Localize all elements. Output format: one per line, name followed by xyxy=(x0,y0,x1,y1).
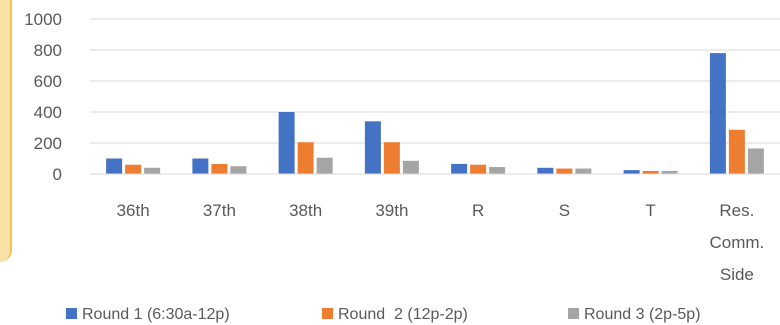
bar-series-2-1 xyxy=(211,163,228,174)
y-tick-label: 600 xyxy=(34,72,62,91)
x-category-label: T xyxy=(645,201,655,220)
bar-series-2-4 xyxy=(470,164,487,174)
x-category-label: Res. Comm. Side xyxy=(709,201,764,284)
bar-series-3-1 xyxy=(230,166,247,174)
legend-entry-label: Round 2 (12p-2p) xyxy=(338,306,468,323)
y-tick-label: 200 xyxy=(34,134,62,153)
legend: Round 1 (6:30a-12p) Round 2 (12p-2p) Round… xyxy=(66,306,701,323)
bar-series-3-4 xyxy=(489,167,506,174)
bar-series-1-2 xyxy=(278,112,295,174)
legend-entry-label: Round 1 (6:30a-12p) xyxy=(82,306,230,323)
bar-series-3-6 xyxy=(661,170,678,174)
x-axis-categories: 36th 37th 38th 39th R S T Res. Comm. Side xyxy=(117,201,765,284)
y-tick-label: 400 xyxy=(34,103,62,122)
bar-series-2-7 xyxy=(728,129,745,174)
bar-series-1-4 xyxy=(451,163,468,174)
x-category-label: 38th xyxy=(289,201,322,220)
y-tick-label: 800 xyxy=(34,41,62,60)
bar-series-1-7 xyxy=(709,53,726,174)
legend-swatch xyxy=(66,308,77,319)
y-axis-ticks: 0 200 400 600 800 1000 xyxy=(24,10,62,184)
bar-series-3-0 xyxy=(144,167,161,174)
bar-series-2-3 xyxy=(383,142,400,174)
bar-series-3-7 xyxy=(747,148,764,174)
y-tick-label: 0 xyxy=(53,165,62,184)
bar-series-2-6 xyxy=(642,170,659,174)
bars xyxy=(106,53,764,174)
bar-series-1-6 xyxy=(623,170,640,174)
bar-series-3-3 xyxy=(402,160,419,174)
bar-series-2-2 xyxy=(297,142,314,174)
bar-series-1-0 xyxy=(106,158,123,174)
bar-series-3-2 xyxy=(316,157,333,174)
x-category-label: S xyxy=(559,201,570,220)
accent-strip xyxy=(0,0,12,262)
x-category-label: 37th xyxy=(203,201,236,220)
bar-series-1-5 xyxy=(537,167,554,174)
x-category-label: 39th xyxy=(375,201,408,220)
legend-entry-label: Round 3 (2p-5p) xyxy=(584,306,701,323)
x-category-label: R xyxy=(472,201,484,220)
bar-series-3-5 xyxy=(575,168,592,174)
legend-swatch xyxy=(322,308,333,319)
x-category-label: 36th xyxy=(117,201,150,220)
bar-series-1-1 xyxy=(192,158,209,174)
gridlines xyxy=(90,18,780,144)
bar-series-2-5 xyxy=(556,168,573,174)
y-tick-label: 1000 xyxy=(24,10,62,29)
legend-swatch xyxy=(568,308,579,319)
bar-series-1-3 xyxy=(364,121,381,174)
bar-series-2-0 xyxy=(125,164,142,174)
